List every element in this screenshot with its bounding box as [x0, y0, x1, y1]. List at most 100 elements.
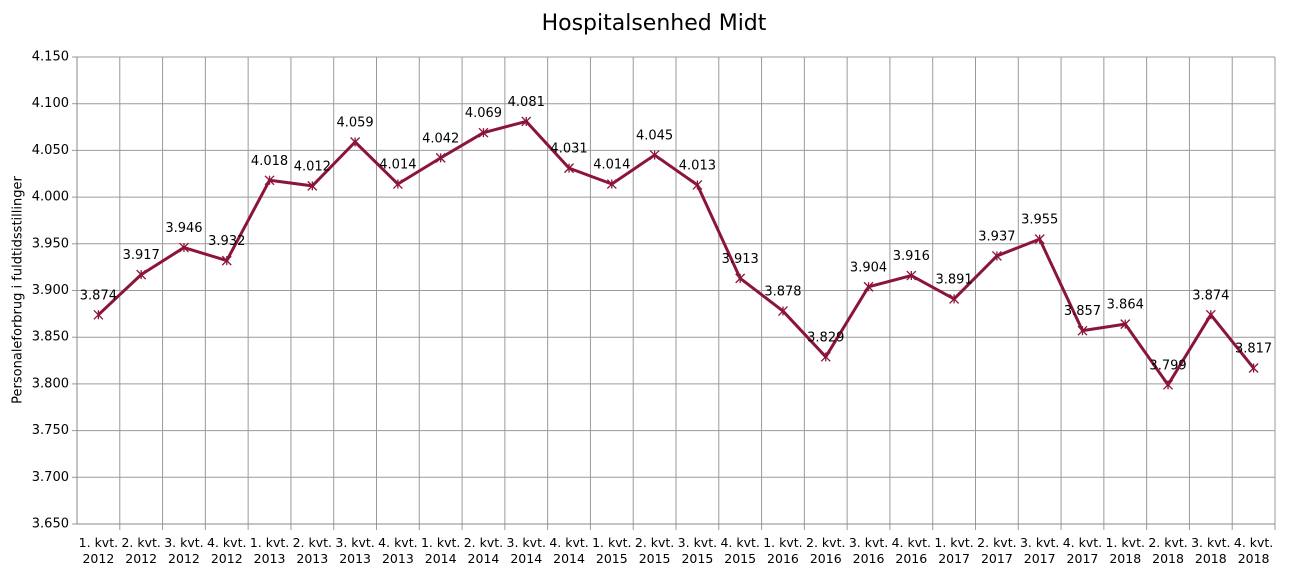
data-label: 3.817	[1235, 342, 1272, 357]
data-label: 3.857	[1064, 304, 1101, 319]
marker	[521, 116, 532, 127]
x-tick-label: 2. kvt. 2018	[1148, 535, 1188, 566]
x-tick-label: 3. kvt. 2017	[1019, 535, 1060, 566]
y-tick-label: 4.150	[32, 50, 69, 65]
marker	[906, 270, 917, 281]
x-tick-label: 2. kvt. 2016	[806, 535, 846, 566]
data-label: 3.891	[935, 272, 972, 287]
data-label: 3.829	[807, 330, 844, 345]
data-label: 3.878	[764, 285, 801, 300]
data-label: 3.874	[80, 288, 117, 303]
data-label: 3.937	[978, 229, 1015, 244]
data-label: 3.904	[850, 260, 887, 275]
x-tick-label: 1. kvt. 2017	[934, 535, 974, 566]
data-label: 3.932	[208, 234, 245, 249]
data-label: 4.081	[508, 95, 545, 110]
marker	[1120, 319, 1131, 330]
marker	[1205, 309, 1216, 320]
data-label: 4.018	[251, 154, 288, 169]
y-tick-label: 4.100	[32, 96, 69, 111]
x-tick-label: 1. kvt. 2016	[763, 535, 803, 566]
x-tick-label: 2. kvt. 2014	[463, 535, 504, 566]
data-label: 3.917	[123, 248, 160, 263]
x-tick-label: 4. kvt. 2015	[720, 535, 760, 566]
marker	[991, 250, 1002, 261]
marker	[692, 179, 703, 190]
x-tick-label: 4. kvt. 2014	[549, 535, 589, 566]
marker	[735, 273, 746, 284]
data-label: 4.059	[336, 115, 373, 130]
x-tick-label: 1. kvt. 2013	[249, 535, 290, 566]
x-tick-label: 3. kvt. 2013	[335, 535, 375, 566]
marker	[1163, 379, 1173, 390]
marker	[93, 309, 104, 320]
marker	[949, 293, 960, 304]
marker	[649, 150, 660, 161]
marker	[863, 281, 874, 292]
x-tick-label: 4. kvt. 2012	[207, 535, 247, 566]
y-axis-label: Personaleforbrug i fuldtidsstillinger	[11, 176, 26, 404]
x-tick-label: 2. kvt. 2017	[977, 535, 1017, 566]
y-tick-label: 3.900	[32, 283, 69, 298]
data-label: 3.799	[1149, 358, 1186, 373]
marker	[392, 179, 403, 189]
marker	[435, 152, 446, 163]
chart-title: Hospitalsenhed Midt	[542, 11, 767, 36]
y-tick-label: 4.000	[32, 190, 69, 205]
data-label: 4.014	[379, 158, 416, 173]
x-tick-label: 1. kvt. 2015	[592, 535, 632, 566]
x-tick-label: 3. kvt. 2014	[506, 535, 546, 566]
x-tick-label: 2. kvt. 2013	[292, 535, 333, 566]
marker	[350, 137, 361, 147]
data-label: 4.013	[679, 158, 716, 173]
marker	[136, 269, 147, 280]
marker	[221, 255, 232, 266]
data-label: 4.012	[294, 159, 331, 174]
x-tick-label: 3. kvt. 2012	[164, 535, 204, 566]
x-tick-label: 1. kvt. 2014	[420, 535, 461, 566]
line	[97, 119, 1255, 387]
x-tick-label: 4. kvt. 2017	[1062, 535, 1103, 566]
marker	[179, 242, 189, 253]
marker	[307, 180, 318, 191]
data-label: 4.042	[422, 131, 459, 146]
y-tick-label: 3.650	[32, 517, 69, 532]
marker	[1034, 234, 1045, 245]
data-label: 4.045	[636, 129, 673, 144]
marker	[778, 306, 788, 317]
marker	[1248, 363, 1259, 373]
y-tick-label: 3.750	[32, 423, 69, 438]
data-label: 3.874	[1192, 288, 1229, 303]
marker	[478, 127, 489, 138]
marker	[264, 175, 275, 186]
data-label: 3.946	[165, 221, 202, 236]
data-label: 4.031	[550, 142, 587, 157]
x-tick-label: 1. kvt. 2012	[78, 535, 119, 566]
x-tick-label: 2. kvt. 2012	[121, 535, 161, 566]
y-tick-label: 3.800	[32, 376, 69, 391]
data-label: 3.916	[893, 249, 930, 264]
data-label: 3.955	[1021, 213, 1058, 228]
x-tick-label: 1. kvt. 2018	[1105, 535, 1145, 566]
x-tick-label: 4. kvt. 2018	[1233, 535, 1274, 566]
marker	[820, 351, 831, 362]
data-label: 4.014	[593, 158, 630, 173]
y-tick-label: 3.700	[32, 470, 69, 485]
x-tick-label: 4. kvt. 2013	[378, 535, 418, 566]
marker	[564, 163, 574, 174]
marker	[606, 179, 617, 189]
marker	[1077, 325, 1088, 336]
y-tick-label: 3.850	[32, 330, 69, 345]
data-label: 3.913	[722, 252, 759, 267]
x-tick-label: 3. kvt. 2015	[677, 535, 718, 566]
x-tick-label: 2. kvt. 2015	[634, 535, 675, 566]
x-tick-label: 3. kvt. 2016	[848, 535, 889, 566]
y-tick-label: 4.050	[32, 143, 69, 158]
y-tick-label: 3.950	[32, 236, 69, 251]
x-tick-label: 3. kvt. 2018	[1191, 535, 1231, 566]
data-label: 4.069	[465, 106, 502, 121]
data-label: 3.864	[1107, 298, 1144, 313]
x-tick-label: 4. kvt. 2016	[891, 535, 932, 566]
